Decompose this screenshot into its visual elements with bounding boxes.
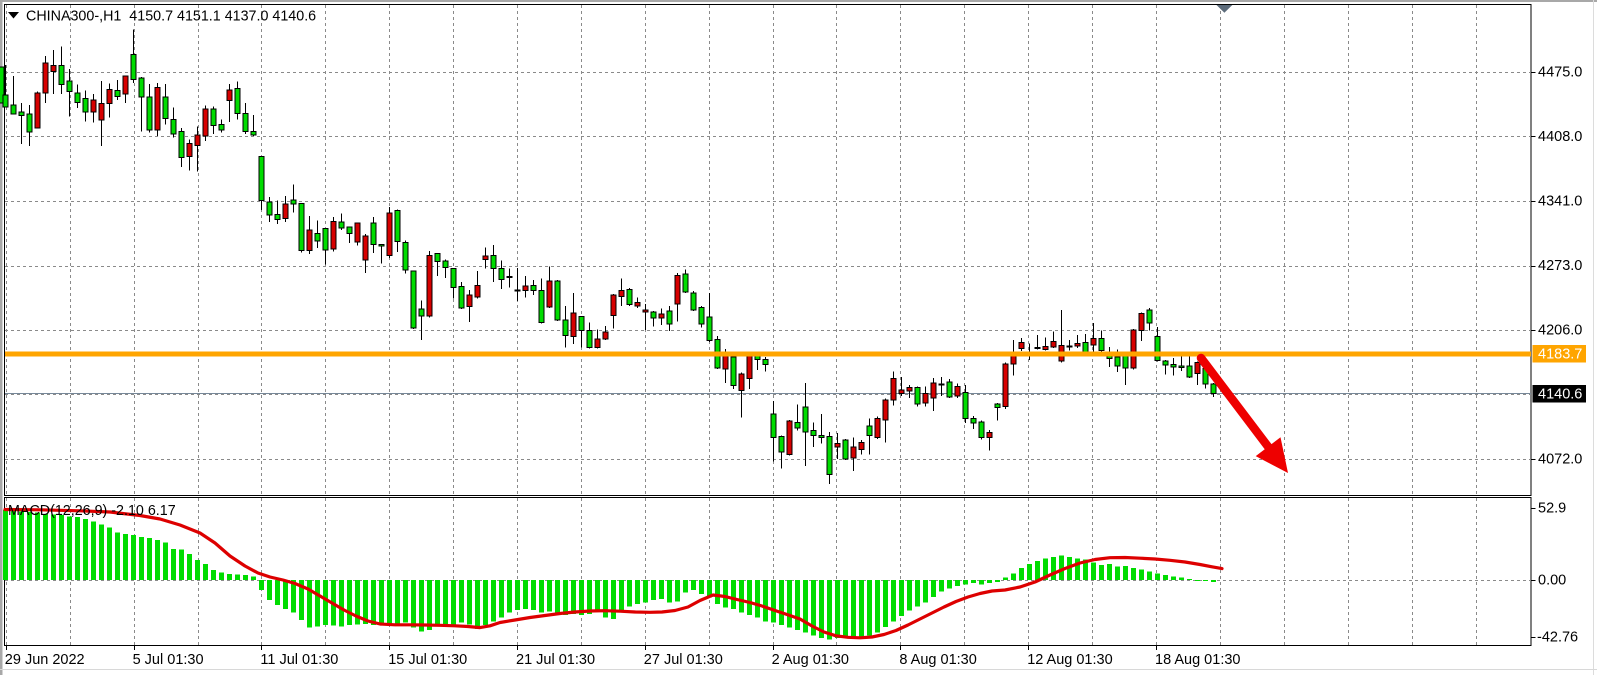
svg-text:5 Jul 01:30: 5 Jul 01:30 <box>133 652 204 668</box>
svg-text:0.00: 0.00 <box>1538 573 1566 589</box>
svg-text:12 Aug 01:30: 12 Aug 01:30 <box>1027 652 1112 668</box>
svg-text:4408.0: 4408.0 <box>1538 129 1582 145</box>
svg-text:2 Aug 01:30: 2 Aug 01:30 <box>772 652 849 668</box>
svg-text:4475.0: 4475.0 <box>1538 64 1582 80</box>
svg-text:52.9: 52.9 <box>1538 500 1566 516</box>
svg-text:CHINA300-,H1 4150.7 4151.1 41: CHINA300-,H1 4150.7 4151.1 4137.0 4140.6 <box>26 9 316 25</box>
svg-text:4072.0: 4072.0 <box>1538 451 1582 467</box>
svg-text:15 Jul 01:30: 15 Jul 01:30 <box>388 652 467 668</box>
svg-text:18 Aug 01:30: 18 Aug 01:30 <box>1155 652 1240 668</box>
svg-text:4273.0: 4273.0 <box>1538 258 1582 274</box>
svg-text:4206.0: 4206.0 <box>1538 322 1582 338</box>
svg-text:11 Jul 01:30: 11 Jul 01:30 <box>260 652 338 668</box>
svg-text:-42.76: -42.76 <box>1537 630 1578 646</box>
svg-text:4140.6: 4140.6 <box>1538 387 1582 403</box>
svg-text:MACD(12,26,9) -2.10 6.17: MACD(12,26,9) -2.10 6.17 <box>8 503 176 519</box>
svg-text:27 Jul 01:30: 27 Jul 01:30 <box>644 652 723 668</box>
svg-text:4183.7: 4183.7 <box>1538 347 1582 363</box>
svg-text:8 Aug 01:30: 8 Aug 01:30 <box>899 652 976 668</box>
svg-text:4341.0: 4341.0 <box>1538 193 1582 209</box>
svg-text:21 Jul 01:30: 21 Jul 01:30 <box>516 652 595 668</box>
svg-text:29 Jun 2022: 29 Jun 2022 <box>5 652 85 668</box>
